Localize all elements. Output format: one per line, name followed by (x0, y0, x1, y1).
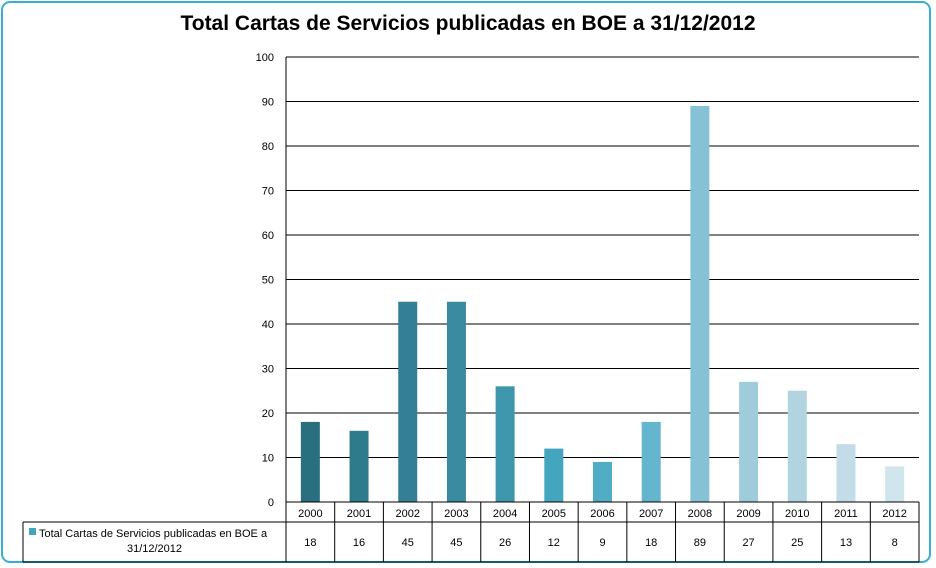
bar-2007 (641, 421, 661, 502)
x-tick-label-2008: 2008 (688, 508, 712, 520)
x-tick-label-2004: 2004 (493, 508, 517, 520)
chart-title: Total Cartas de Servicios publicadas en … (180, 12, 756, 35)
y-tick-label-30: 30 (262, 364, 274, 376)
data-label-2010: 25 (791, 537, 803, 549)
y-tick-label-70: 70 (262, 186, 274, 198)
x-tick-label-2009: 2009 (736, 508, 760, 520)
bar-2002 (398, 301, 418, 502)
data-label-2008: 89 (694, 537, 706, 549)
data-table: 2000 18 2001 16 2002 45 2003 45 2004 26 2005 12 2006… (22, 501, 920, 563)
gridlines (285, 56, 919, 503)
x-tick-label-2000: 2000 (298, 508, 322, 520)
x-tick-label-2011: 2011 (834, 508, 858, 520)
data-label-2005: 12 (548, 537, 560, 549)
x-tick-label-2010: 2010 (785, 508, 809, 520)
legend-label-line1: Total Cartas de Servicios publicadas en … (39, 528, 268, 540)
bar-2006 (593, 461, 612, 502)
x-tick-label-2012: 2012 (882, 508, 906, 520)
bar-2001 (349, 430, 369, 502)
bar-2004 (495, 386, 515, 502)
bar-2010 (787, 390, 807, 502)
y-tick-label-90: 90 (262, 97, 274, 109)
bar-2011 (836, 444, 856, 502)
bar-2012 (885, 466, 905, 502)
y-tick-label-40: 40 (262, 319, 274, 331)
data-label-2006: 9 (599, 537, 605, 549)
x-tick-label-2003: 2003 (444, 508, 468, 520)
y-axis-ticks: 0 10 20 30 40 50 60 70 80 90 100 (256, 52, 274, 509)
bar-2000 (300, 421, 320, 502)
data-label-2002: 45 (402, 537, 414, 549)
y-tick-label-10: 10 (262, 453, 274, 465)
y-tick-label-0: 0 (268, 497, 274, 509)
data-label-2009: 27 (742, 537, 754, 549)
data-label-2001: 16 (353, 537, 365, 549)
data-label-2003: 45 (450, 537, 462, 549)
bar-2005 (544, 448, 564, 502)
y-tick-label-100: 100 (256, 52, 274, 64)
data-label-2011: 13 (840, 537, 852, 549)
y-tick-label-50: 50 (262, 275, 274, 287)
data-label-2000: 18 (304, 537, 316, 549)
bar-2008 (690, 105, 710, 502)
bars (300, 105, 905, 502)
x-tick-label-2001: 2001 (347, 508, 371, 520)
y-tick-label-60: 60 (262, 230, 274, 242)
bar-2009 (739, 381, 759, 502)
data-label-2007: 18 (645, 537, 657, 549)
x-tick-label-2002: 2002 (395, 508, 419, 520)
data-label-2012: 8 (892, 537, 898, 549)
data-label-2004: 26 (499, 537, 511, 549)
x-tick-label-2005: 2005 (542, 508, 566, 520)
y-tick-label-20: 20 (262, 408, 274, 420)
legend-label-line2: 31/12/2012 (127, 543, 182, 555)
y-tick-label-80: 80 (262, 141, 274, 153)
x-tick-label-2007: 2007 (639, 508, 663, 520)
legend-swatch (29, 528, 36, 535)
x-tick-label-2006: 2006 (590, 508, 614, 520)
bar-2003 (446, 301, 466, 502)
